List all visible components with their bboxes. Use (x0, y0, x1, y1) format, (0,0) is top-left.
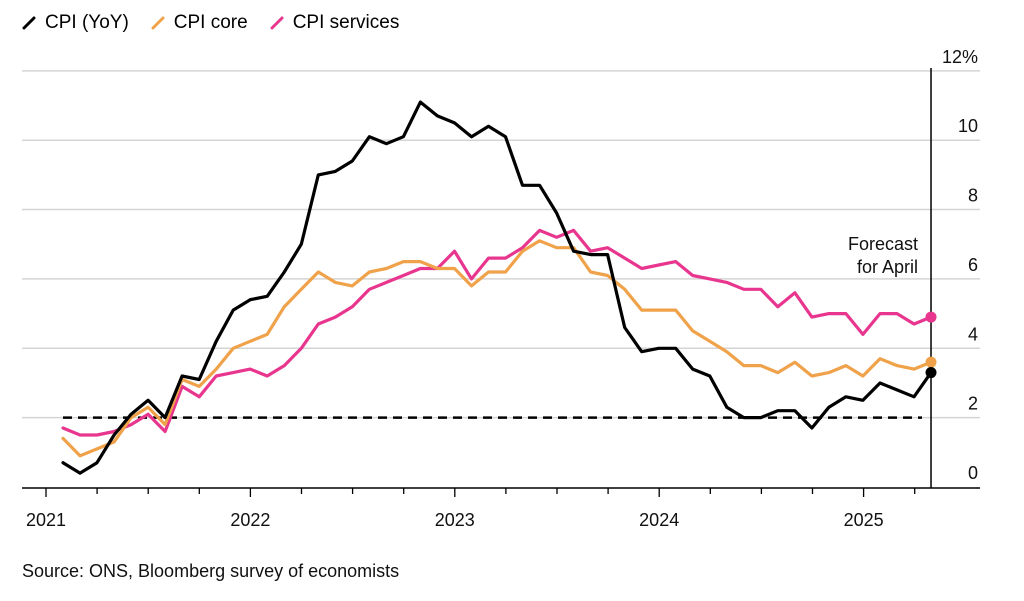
legend-label: CPI core (173, 12, 248, 33)
x-tick-label: 2025 (844, 510, 884, 530)
series-line-cpi-yoy (61, 100, 933, 475)
x-tick-label: 2021 (26, 510, 66, 530)
x-tick-label: 2022 (230, 510, 270, 530)
legend-item: CPI core (151, 12, 248, 34)
forecast-point-cpi-services (925, 311, 937, 323)
legend-item: CPI services (270, 12, 400, 34)
forecast-point-cpi-yoy (925, 367, 937, 379)
legend-item: CPI (YoY) (22, 12, 129, 34)
y-tick-label: 0 (968, 463, 978, 483)
series-line-cpi-services (61, 228, 933, 437)
source-note: Source: ONS, Bloomberg survey of economi… (22, 561, 400, 581)
legend-label: CPI (YoY) (45, 12, 129, 33)
x-tick-label: 2023 (435, 510, 475, 530)
legend-label: CPI services (292, 12, 400, 33)
legend-line-icon (270, 16, 284, 30)
y-tick-label: 8 (968, 186, 978, 206)
forecast-annotation: for April (857, 257, 918, 277)
series-line-cpi-core (61, 239, 933, 458)
y-tick-label: 4 (968, 324, 978, 344)
y-tick-label: 6 (968, 255, 978, 275)
y-tick-label: 2 (968, 394, 978, 414)
chart-legend: CPI (YoY) CPI core CPI services (22, 8, 421, 38)
x-tick-label: 2024 (639, 510, 679, 530)
y-tick-label: 10 (958, 116, 978, 136)
legend-line-icon (22, 16, 36, 30)
legend-line-icon (151, 16, 165, 30)
forecast-point-cpi-core (925, 356, 937, 368)
forecast-annotation: Forecast (848, 234, 918, 254)
y-tick-label: 12% (942, 47, 978, 67)
